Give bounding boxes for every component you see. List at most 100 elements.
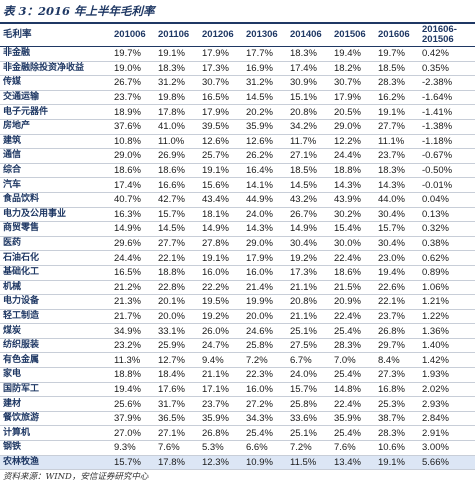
margin-value-cell: 16.4% bbox=[240, 163, 284, 179]
margin-value-cell: 27.8% bbox=[196, 236, 240, 252]
margin-value-cell: 39.5% bbox=[196, 119, 240, 135]
margin-value-cell: 18.6% bbox=[152, 163, 196, 179]
industry-name-cell: 建材 bbox=[0, 396, 108, 412]
margin-value-cell: 12.6% bbox=[196, 134, 240, 150]
column-header-period: 201006 bbox=[108, 23, 152, 47]
table-row: 食品饮料 40.7% 42.7% 43.4% 44.9% 43.2% 43.9% 44.0% 0… bbox=[0, 192, 475, 208]
margin-value-cell: 10.9% bbox=[240, 455, 284, 471]
margin-value-cell: 18.6% bbox=[328, 265, 372, 281]
margin-value-cell: 28.3% bbox=[372, 425, 416, 442]
margin-value-cell: 28.3% bbox=[328, 338, 372, 354]
table-row: 非金融除投资净收益 19.0% 18.3% 17.3% 16.9% 17.4% 18.2% 1… bbox=[0, 61, 475, 77]
margin-value-cell: 31.2% bbox=[152, 75, 196, 91]
margin-value-cell: 15.7% bbox=[284, 382, 328, 398]
margin-value-cell: 31.7% bbox=[152, 396, 196, 412]
margin-value-cell: 19.2% bbox=[196, 309, 240, 325]
margin-value-cell: 26.8% bbox=[372, 323, 416, 339]
margin-value-cell: 35.9% bbox=[328, 411, 372, 427]
table-row: 餐饮旅游 37.9% 36.5% 35.9% 34.3% 33.6% 35.9% 38.7% 2… bbox=[0, 411, 475, 427]
margin-value-cell: 19.2% bbox=[284, 250, 328, 266]
margin-value-cell: 29.0% bbox=[108, 148, 152, 164]
table-body: 非金融 19.7% 19.1% 17.9% 17.7% 18.3% 19.4% 19.7% 0.… bbox=[0, 46, 475, 471]
column-header-period: 201506 bbox=[328, 23, 372, 47]
industry-name-cell: 基础化工 bbox=[0, 265, 108, 281]
margin-value-cell: 35.9% bbox=[196, 411, 240, 427]
margin-value-cell: 0.35% bbox=[416, 61, 475, 77]
table-row: 计算机 27.0% 27.1% 26.8% 25.4% 25.1% 25.4% 28.3% 2.… bbox=[0, 425, 475, 442]
column-header-period: 201606- 201506 bbox=[416, 23, 475, 47]
margin-value-cell: 18.8% bbox=[108, 367, 152, 383]
source-note: 资料来源：WIND，安信证券研究中心 bbox=[3, 472, 149, 483]
margin-value-cell: 37.9% bbox=[108, 411, 152, 427]
margin-value-cell: 33.1% bbox=[152, 323, 196, 339]
margin-value-cell: 16.2% bbox=[372, 90, 416, 106]
margin-value-cell: 20.9% bbox=[328, 294, 372, 310]
margin-value-cell: 25.4% bbox=[328, 367, 372, 383]
margin-value-cell: 34.2% bbox=[284, 119, 328, 135]
industry-name-cell: 传媒 bbox=[0, 75, 108, 91]
margin-value-cell: 18.6% bbox=[108, 163, 152, 179]
industry-name-cell: 非金融除投资净收益 bbox=[0, 61, 108, 77]
margin-value-cell: 17.4% bbox=[284, 61, 328, 77]
industry-name-cell: 机械 bbox=[0, 280, 108, 296]
industry-name-cell: 建筑 bbox=[0, 134, 108, 150]
margin-value-cell: 29.0% bbox=[328, 119, 372, 135]
margin-value-cell: 30.4% bbox=[284, 236, 328, 252]
margin-value-cell: 29.0% bbox=[240, 236, 284, 252]
margin-value-cell: 18.5% bbox=[284, 163, 328, 179]
margin-value-cell: 25.9% bbox=[152, 338, 196, 354]
margin-value-cell: 0.62% bbox=[416, 250, 475, 266]
margin-value-cell: 27.7% bbox=[152, 236, 196, 252]
margin-value-cell: 26.9% bbox=[152, 148, 196, 164]
margin-value-cell: 19.1% bbox=[372, 104, 416, 120]
margin-value-cell: 14.9% bbox=[196, 221, 240, 237]
margin-value-cell: 0.13% bbox=[416, 207, 475, 223]
margin-value-cell: 43.2% bbox=[284, 192, 328, 208]
margin-value-cell: 26.0% bbox=[196, 323, 240, 339]
margin-value-cell: 2.93% bbox=[416, 396, 475, 412]
margin-value-cell: 27.5% bbox=[284, 338, 328, 354]
margin-value-cell: 25.3% bbox=[372, 396, 416, 412]
margin-value-cell: 18.9% bbox=[108, 104, 152, 120]
margin-value-cell: 11.3% bbox=[108, 352, 152, 369]
margin-value-cell: 1.93% bbox=[416, 367, 475, 383]
margin-value-cell: 26.8% bbox=[196, 425, 240, 442]
margin-value-cell: 25.8% bbox=[240, 338, 284, 354]
margin-value-cell: 13.4% bbox=[328, 455, 372, 471]
margin-value-cell: 17.9% bbox=[240, 250, 284, 266]
table-row: 基础化工 16.5% 18.8% 16.0% 16.0% 17.3% 18.6% 19.4% 0… bbox=[0, 265, 475, 281]
margin-value-cell: 15.4% bbox=[328, 221, 372, 237]
margin-value-cell: 7.2% bbox=[240, 352, 284, 369]
margin-value-cell: 25.8% bbox=[284, 396, 328, 412]
margin-value-cell: 24.7% bbox=[196, 338, 240, 354]
industry-name-cell: 煤炭 bbox=[0, 323, 108, 339]
margin-value-cell: 41.0% bbox=[152, 119, 196, 135]
margin-value-cell: 24.4% bbox=[328, 148, 372, 164]
margin-value-cell: 19.1% bbox=[196, 163, 240, 179]
margin-value-cell: -0.50% bbox=[416, 163, 475, 179]
margin-value-cell: 16.8% bbox=[372, 382, 416, 398]
margin-value-cell: 34.3% bbox=[240, 411, 284, 427]
margin-value-cell: 21.1% bbox=[284, 280, 328, 296]
industry-name-cell: 餐饮旅游 bbox=[0, 411, 108, 427]
margin-value-cell: 22.1% bbox=[372, 294, 416, 310]
margin-value-cell: 6.7% bbox=[284, 352, 328, 369]
table-row: 房地产 37.6% 41.0% 39.5% 35.9% 34.2% 29.0% 27.7% -1… bbox=[0, 119, 475, 135]
margin-value-cell: -1.38% bbox=[416, 119, 475, 135]
margin-value-cell: 1.06% bbox=[416, 280, 475, 296]
margin-value-cell: -0.01% bbox=[416, 177, 475, 193]
margin-value-cell: 43.9% bbox=[328, 192, 372, 208]
margin-value-cell: 16.9% bbox=[240, 61, 284, 77]
margin-value-cell: 0.32% bbox=[416, 221, 475, 237]
margin-value-cell: 35.9% bbox=[240, 119, 284, 135]
table-row: 农林牧渔 15.7% 17.8% 12.3% 10.9% 11.5% 13.4% 19.1% 5… bbox=[0, 455, 475, 471]
industry-name-cell: 石油石化 bbox=[0, 250, 108, 266]
margin-value-cell: 17.3% bbox=[196, 61, 240, 77]
margin-value-cell: 22.3% bbox=[240, 367, 284, 383]
margin-value-cell: 21.3% bbox=[108, 294, 152, 310]
margin-value-cell: 18.3% bbox=[372, 163, 416, 179]
margin-value-cell: 11.7% bbox=[284, 134, 328, 150]
margin-value-cell: 2.02% bbox=[416, 382, 475, 398]
industry-name-cell: 国防军工 bbox=[0, 382, 108, 398]
margin-value-cell: 24.0% bbox=[240, 207, 284, 223]
